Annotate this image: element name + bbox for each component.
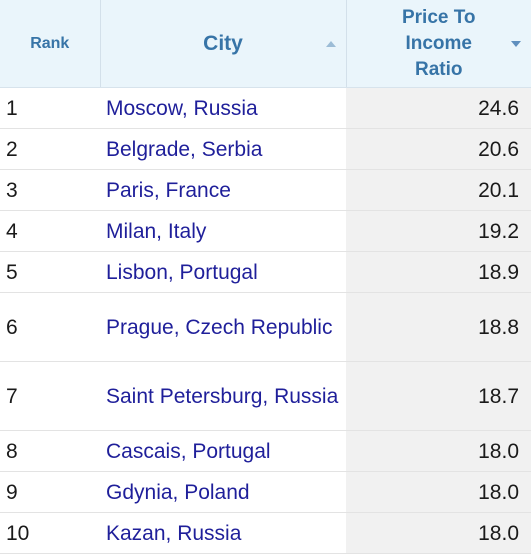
city-link[interactable]: Paris, France xyxy=(106,178,231,202)
column-header-price-to-income-ratio[interactable]: Price To Income Ratio xyxy=(345,0,531,88)
column-header-rank[interactable]: Rank xyxy=(0,0,100,88)
ratio-cell: 18.0 xyxy=(346,471,531,513)
city-link[interactable]: Saint Petersburg, Russia xyxy=(106,384,339,408)
ratio-cell: 19.2 xyxy=(346,210,531,252)
rank-cell: 6 xyxy=(0,292,100,362)
ratio-cell: 24.6 xyxy=(346,87,531,129)
city-link[interactable]: Moscow, Russia xyxy=(106,96,258,120)
rank-cell: 4 xyxy=(0,210,100,252)
city-link[interactable]: Gdynia, Poland xyxy=(106,480,250,504)
table-row: 9 Gdynia, Poland 18.0 xyxy=(0,471,531,513)
table-row: 6 Prague, Czech Republic 18.8 xyxy=(0,292,531,362)
column-header-price-label: Price To Income Ratio xyxy=(401,6,476,80)
rank-cell: 1 xyxy=(0,87,100,129)
header-row: Rank City Price To Income Ratio xyxy=(0,0,531,88)
rank-cell: 3 xyxy=(0,169,100,211)
column-header-city-label: City xyxy=(203,31,243,55)
table-row: 10 Kazan, Russia 18.0 xyxy=(0,512,531,554)
ratio-cell: 18.8 xyxy=(346,292,531,362)
rank-cell: 9 xyxy=(0,471,100,513)
table-row: 4 Milan, Italy 19.2 xyxy=(0,210,531,252)
rank-cell: 5 xyxy=(0,251,100,293)
city-link[interactable]: Lisbon, Portugal xyxy=(106,260,258,284)
ratio-cell: 18.9 xyxy=(346,251,531,293)
city-link[interactable]: Belgrade, Serbia xyxy=(106,137,263,161)
rank-cell: 7 xyxy=(0,361,100,431)
rank-cell: 8 xyxy=(0,430,100,472)
city-link[interactable]: Prague, Czech Republic xyxy=(106,315,333,339)
city-link[interactable]: Cascais, Portugal xyxy=(106,439,271,463)
ratio-cell: 20.6 xyxy=(346,128,531,170)
table-row: 7 Saint Petersburg, Russia 18.7 xyxy=(0,361,531,431)
sort-ascending-icon[interactable] xyxy=(325,40,336,47)
table-row: 5 Lisbon, Portugal 18.9 xyxy=(0,251,531,293)
rank-cell: 2 xyxy=(0,128,100,170)
city-link[interactable]: Milan, Italy xyxy=(106,219,207,243)
rank-cell: 10 xyxy=(0,512,100,554)
table-row: 1 Moscow, Russia 24.6 xyxy=(0,87,531,129)
ratio-cell: 20.1 xyxy=(346,169,531,211)
column-header-rank-label: Rank xyxy=(30,34,70,52)
table-row: 8 Cascais, Portugal 18.0 xyxy=(0,430,531,472)
ratio-cell: 18.7 xyxy=(346,361,531,431)
table-row: 2 Belgrade, Serbia 20.6 xyxy=(0,128,531,170)
column-header-city[interactable]: City xyxy=(99,0,346,88)
ratio-cell: 18.0 xyxy=(346,430,531,472)
sort-descending-icon[interactable] xyxy=(511,40,521,47)
table-row: 3 Paris, France 20.1 xyxy=(0,169,531,211)
ratio-cell: 18.0 xyxy=(346,512,531,554)
city-link[interactable]: Kazan, Russia xyxy=(106,521,242,545)
